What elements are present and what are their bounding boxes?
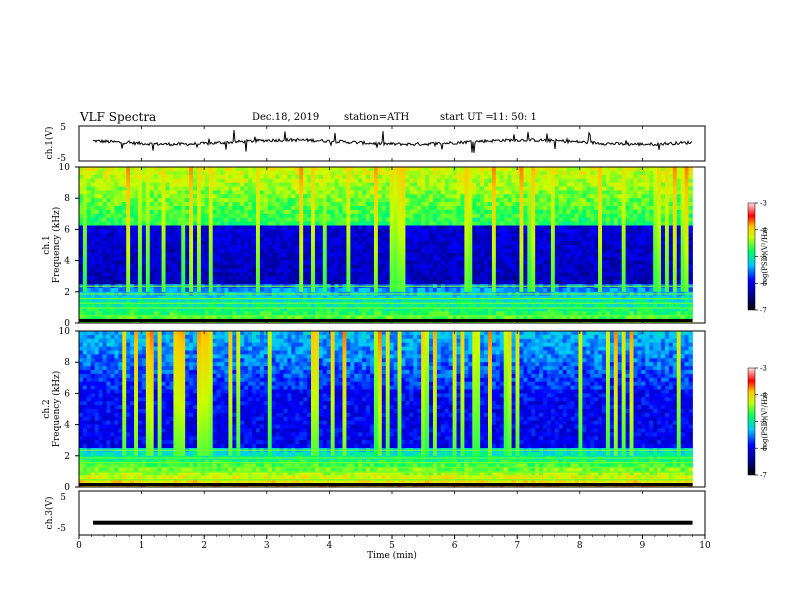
xtick-label: 0 [76,541,82,551]
colorbar-tick-label: -3 [760,200,767,208]
xtick-label: 5 [389,541,395,551]
xtick-label: 4 [327,541,333,551]
chart-title: VLF Spectra [80,110,157,124]
colorbar-tick-label: -5 [760,253,767,261]
x-axis: 0 1 2 3 4 5 6 7 8 9 10 [76,126,711,551]
ytick-label: 0 [64,483,70,493]
ytick-label: 6 [64,389,70,399]
ch3-waveform-frame [78,490,706,536]
xtick-label: 2 [201,541,207,551]
ch3-ylabel: ch.3(V) [44,497,55,530]
xtick-label: 8 [577,541,583,551]
xtick-label: 10 [699,541,711,551]
start-ut-value: 11: 50: 1 [492,112,537,123]
ytick-label: 8 [64,358,70,368]
colorbar-tick-label: -7 [760,472,767,480]
ch1-colorbar [747,202,756,311]
ytick-label: 4 [64,257,70,267]
start-ut-label: start UT = [440,112,494,123]
ytick-label: 10 [59,163,71,173]
colorbar-tick-label: -7 [760,307,767,315]
ch2-spec-ylabel-bottom: Frequency (kHz) [51,371,62,448]
xtick-label: 9 [640,541,646,551]
ch1-spectrogram-image [79,167,693,324]
ch1-waveform-line [92,130,693,153]
colorbar-tick-label: -5 [760,418,767,426]
xtick-label: 1 [139,541,145,551]
date-label: Dec.18, 2019 [252,112,320,123]
ch1-spec-ylabel-bottom: Frequency (kHz) [51,207,62,284]
ch1-waveform-panel: 5 -5 ch.1(V) [44,123,706,164]
x-axis-label: Time (min) [367,550,417,561]
ch1-ytick-bottom: -5 [57,154,66,164]
ch3-waveform-line [93,520,693,525]
ch3-waveform-panel: 5 -5 ch.3(V) [44,490,706,536]
ch1-ylabel: ch.1(V) [44,127,55,160]
colorbar-tick-label: -6 [760,280,767,288]
ch2-spec-ylabel-top: ch.2 [42,399,52,418]
ytick-label: 8 [64,194,70,204]
ytick-label: 0 [64,319,70,329]
xtick-label: 7 [514,541,520,551]
colorbar-tick-label: -6 [760,445,767,453]
xtick-label: 6 [452,541,458,551]
ytick-label: 4 [64,421,70,431]
colorbar-tick-label: -4 [760,391,767,399]
ytick-label: 10 [59,327,71,337]
xtick-label: 3 [264,541,270,551]
ch2-colorbar-label: log(PSD)(V²/Hz) [761,392,769,449]
ytick-label: 6 [64,225,70,235]
colorbar-tick-label: -3 [760,365,767,373]
ch1-ytick-top: 5 [60,123,66,133]
ch1-spec-ylabel-top: ch.1 [42,235,52,254]
ch3-ytick-bottom: -5 [57,524,66,534]
station-label: station=ATH [344,112,410,123]
ch2-colorbar [747,367,756,476]
ytick-label: 2 [64,288,70,298]
ch2-spectrogram-image [79,331,693,488]
ch3-ytick-top: 5 [60,493,66,503]
ytick-label: 2 [64,452,70,462]
colorbar-tick-label: -4 [760,226,767,234]
ch1-colorbar-label: log(PSD)(V²/Hz) [761,227,769,284]
